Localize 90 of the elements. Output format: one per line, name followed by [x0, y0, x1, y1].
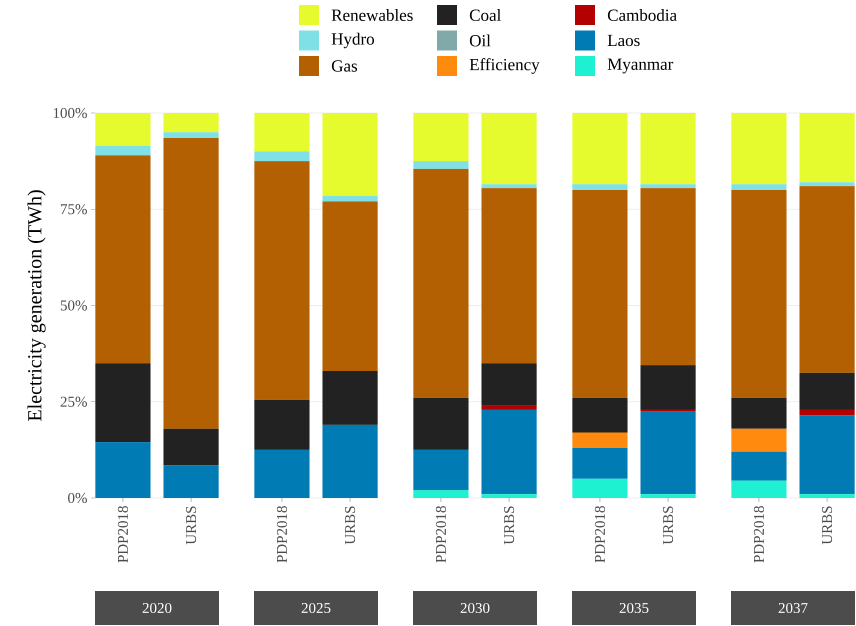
- bar: [640, 494, 696, 498]
- bar: [163, 428, 219, 466]
- x-tick-label: PDP2018: [436, 506, 446, 563]
- bar: [163, 112, 219, 132]
- bar: [640, 188, 696, 366]
- bar: [413, 161, 469, 169]
- y-tick-label: 50%: [60, 300, 87, 311]
- x-tick-label: PDP2018: [594, 506, 605, 563]
- bar: [413, 112, 469, 162]
- bar: [799, 409, 855, 416]
- bar: [731, 184, 787, 190]
- bar: [731, 398, 787, 429]
- y-tick-label: 0%: [68, 492, 87, 504]
- bar: [254, 112, 310, 152]
- x-tick-label: URBS: [504, 506, 514, 544]
- legend-label: Gas: [332, 60, 358, 72]
- bar: [572, 448, 628, 479]
- legend-label: Hydro: [332, 32, 374, 48]
- bar: [572, 112, 628, 184]
- bar: [254, 151, 310, 162]
- text: 2035: [620, 602, 648, 614]
- legend-label: Cambodia: [608, 9, 677, 21]
- y-axis-title: Electricity generation (TWh): [27, 190, 46, 421]
- bar: [254, 161, 310, 400]
- bar: [640, 365, 696, 410]
- bar: [572, 184, 628, 190]
- bar: [95, 155, 151, 364]
- bar: [95, 146, 151, 156]
- bar: [413, 450, 469, 490]
- bar: [95, 363, 151, 442]
- bar: [731, 452, 787, 481]
- bar: [163, 132, 219, 138]
- text: 2020: [142, 602, 172, 614]
- bar: [95, 112, 151, 146]
- text: 2025: [302, 602, 330, 614]
- bar: [481, 112, 537, 184]
- bar: [731, 190, 787, 398]
- x-tick-label: PDP2018: [118, 506, 128, 563]
- legend-label: Myanmar: [608, 58, 674, 74]
- bar: [322, 424, 378, 498]
- y-tick-label: 25%: [60, 396, 87, 407]
- bar: [640, 112, 696, 184]
- bar: [163, 465, 219, 498]
- bar: [799, 494, 855, 498]
- bar: [322, 202, 378, 371]
- bar: [481, 184, 537, 188]
- x-tick-label: URBS: [822, 506, 832, 544]
- bar: [163, 138, 219, 429]
- bar: [481, 188, 537, 364]
- bar: [413, 490, 469, 498]
- bar: [413, 398, 469, 450]
- y-tick-label: 75%: [60, 204, 87, 214]
- bar: [799, 415, 855, 494]
- bar: [731, 428, 787, 452]
- bar: [481, 406, 537, 410]
- legend-label: Renewables: [332, 9, 413, 21]
- text: 2030: [460, 602, 490, 614]
- bar: [254, 450, 310, 498]
- x-tick-label: URBS: [186, 506, 196, 544]
- legend-label: Coal: [470, 9, 501, 21]
- x-tick-label: URBS: [663, 506, 674, 544]
- bar: [799, 372, 855, 410]
- bar: [572, 478, 628, 498]
- bar: [322, 370, 378, 425]
- legend-label: Efficiency: [470, 58, 540, 74]
- y-tick-label: 100%: [54, 108, 87, 118]
- text: 2037: [778, 602, 808, 614]
- bar: [322, 196, 378, 202]
- bar: [799, 186, 855, 373]
- legend-label: Oil: [470, 34, 491, 46]
- bar: [95, 442, 151, 498]
- bar: [799, 182, 855, 186]
- bar: [731, 480, 787, 498]
- legend-label: Laos: [608, 34, 640, 46]
- x-tick-label: PDP2018: [276, 506, 287, 563]
- x-tick-label: URBS: [345, 506, 356, 544]
- x-tick-label: PDP2018: [754, 506, 764, 563]
- bar: [481, 409, 537, 494]
- bar: [572, 398, 628, 433]
- bar: [322, 112, 378, 196]
- bar: [254, 400, 310, 450]
- bar: [572, 432, 628, 448]
- bar: [731, 112, 787, 184]
- bar: [481, 494, 537, 498]
- bar: [481, 363, 537, 406]
- bar: [640, 411, 696, 494]
- bar: [413, 168, 469, 398]
- bar: [799, 112, 855, 182]
- bar: [640, 184, 696, 188]
- bar: [572, 190, 628, 398]
